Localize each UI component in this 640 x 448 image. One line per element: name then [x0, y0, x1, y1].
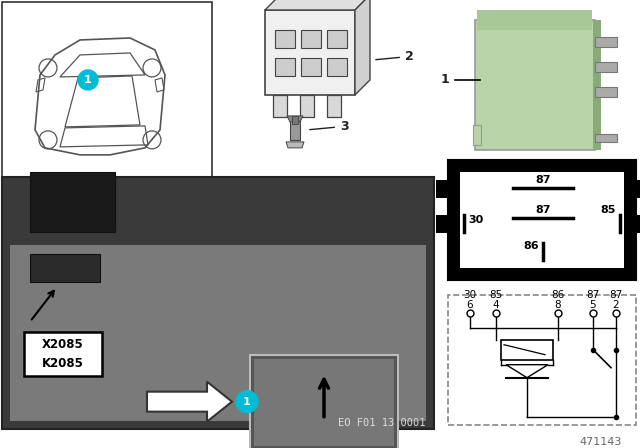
Circle shape: [78, 70, 98, 90]
Bar: [595, 134, 617, 142]
Text: 2: 2: [612, 300, 620, 310]
Bar: [300, 95, 314, 117]
Text: 86: 86: [523, 241, 539, 251]
Bar: [436, 215, 448, 233]
Polygon shape: [147, 382, 232, 422]
Bar: [593, 20, 601, 150]
Bar: [327, 30, 347, 48]
Bar: [250, 355, 398, 448]
Bar: [301, 30, 321, 48]
Text: 85: 85: [490, 290, 502, 300]
Text: 86: 86: [552, 290, 564, 300]
Text: 87: 87: [609, 290, 623, 300]
Bar: [448, 160, 636, 280]
Bar: [301, 58, 321, 76]
Bar: [595, 87, 617, 97]
Bar: [501, 340, 553, 360]
Bar: [254, 359, 394, 446]
Bar: [595, 62, 617, 72]
Bar: [10, 245, 426, 421]
Text: 30: 30: [468, 215, 484, 225]
Text: 85: 85: [600, 205, 616, 215]
Text: 3: 3: [310, 120, 349, 133]
Text: 30: 30: [463, 290, 477, 300]
Text: 5: 5: [589, 300, 596, 310]
Bar: [275, 30, 295, 48]
Polygon shape: [286, 142, 304, 148]
Text: 4: 4: [493, 300, 499, 310]
Circle shape: [236, 391, 258, 413]
Text: 6: 6: [467, 300, 474, 310]
Bar: [30, 172, 115, 232]
Bar: [2, 2, 212, 177]
Bar: [473, 125, 481, 145]
Bar: [595, 37, 617, 47]
Bar: [265, 10, 355, 95]
Bar: [30, 254, 100, 282]
Bar: [275, 58, 295, 76]
Text: 87: 87: [586, 290, 600, 300]
Text: EO F01 13 0001: EO F01 13 0001: [339, 418, 426, 428]
Text: X2085: X2085: [42, 338, 84, 351]
Bar: [636, 180, 640, 198]
Bar: [24, 332, 102, 376]
Text: 87: 87: [535, 205, 551, 215]
Text: 2: 2: [376, 50, 413, 63]
Text: K2085: K2085: [42, 357, 84, 370]
Bar: [290, 120, 300, 140]
Bar: [448, 295, 636, 425]
Bar: [327, 58, 347, 76]
Polygon shape: [265, 0, 370, 10]
Bar: [327, 95, 341, 117]
Bar: [292, 116, 298, 124]
Bar: [477, 10, 592, 30]
Polygon shape: [287, 116, 303, 122]
Text: 8: 8: [555, 300, 561, 310]
Text: 87: 87: [535, 175, 551, 185]
Text: 1: 1: [440, 73, 449, 86]
Bar: [2, 177, 434, 429]
Text: 1: 1: [84, 75, 92, 85]
Bar: [436, 180, 448, 198]
Bar: [636, 215, 640, 233]
Bar: [460, 172, 624, 268]
Polygon shape: [355, 0, 370, 95]
Text: 1: 1: [243, 396, 251, 407]
Bar: [475, 20, 595, 150]
Bar: [10, 245, 426, 421]
Bar: [273, 95, 287, 117]
Text: 471143: 471143: [580, 437, 622, 447]
